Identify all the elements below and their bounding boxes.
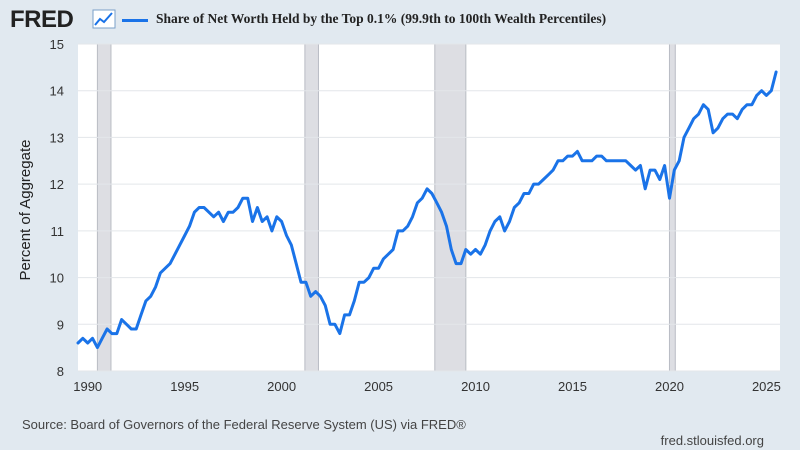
y-tick-label: 9	[57, 317, 64, 332]
y-tick-label: 15	[50, 37, 64, 52]
series-layer	[76, 70, 778, 350]
x-tick-label: 1990	[73, 379, 102, 394]
y-tick-label: 14	[50, 84, 64, 99]
legend-label: Share of Net Worth Held by the Top 0.1% …	[156, 11, 607, 26]
recession-bands	[96, 43, 676, 372]
y-axis: 8 9 10 11 12 13 14 15	[50, 37, 64, 379]
recession-band-2	[304, 43, 319, 372]
x-tick-label: 2020	[655, 379, 684, 394]
plot-area	[78, 44, 780, 371]
y-tick-label: 12	[50, 177, 64, 192]
series-line-1[interactable]	[76, 70, 778, 350]
y-tick-label: 8	[57, 364, 64, 379]
y-tick-label: 13	[50, 130, 64, 145]
y-tick-label: 10	[50, 271, 64, 286]
x-tick-label: 2015	[558, 379, 587, 394]
gridlines	[78, 43, 780, 372]
legend-swatch	[122, 19, 148, 22]
fred-logo[interactable]: FRED	[10, 6, 74, 33]
x-tick-label: 1995	[170, 379, 199, 394]
site-url[interactable]: fred.stlouisfed.org	[660, 433, 764, 448]
x-tick-label: 2010	[461, 379, 490, 394]
x-tick-label: 2005	[364, 379, 393, 394]
x-axis: 1990 1995 2000 2005 2010 2015 2020 2025	[73, 379, 781, 394]
y-axis-label: Percent of Aggregate	[17, 140, 34, 281]
recession-band-1	[96, 43, 112, 372]
source-note: Source: Board of Governors of the Federa…	[22, 417, 466, 432]
x-tick-label: 2000	[267, 379, 296, 394]
y-tick-label: 11	[51, 224, 65, 239]
fred-graph-icon	[92, 9, 116, 29]
x-tick-label: 2025	[752, 379, 781, 394]
chart-header: FRED Share of Net Worth Held by the Top …	[0, 0, 800, 40]
recession-band-4	[668, 43, 676, 372]
